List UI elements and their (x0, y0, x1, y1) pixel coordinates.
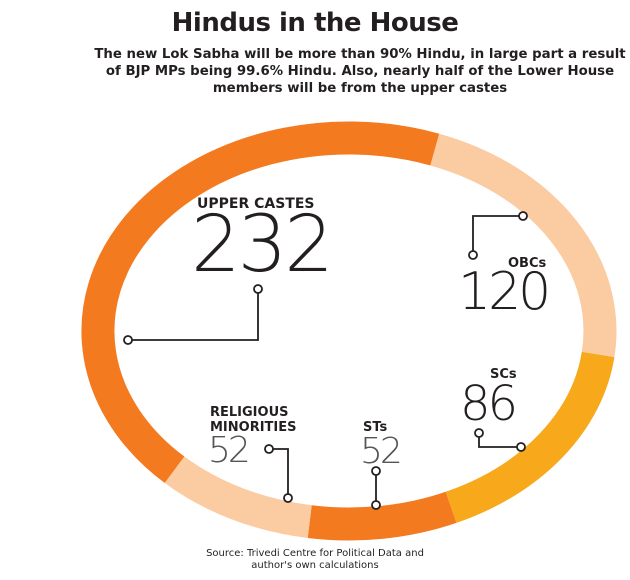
leader-dot (283, 493, 293, 503)
segment-sts (307, 491, 457, 541)
label-upper-castes: UPPER CASTES (197, 196, 315, 212)
label-sts: STs (363, 420, 388, 435)
segment-religious-minorities (164, 456, 312, 538)
value-upper-castes: 232 (191, 200, 334, 290)
value-sts: 52 (360, 431, 403, 472)
leader-dot (371, 466, 381, 476)
leader-dot (518, 211, 528, 221)
leader-dot (123, 335, 133, 345)
leader-scs (478, 434, 520, 448)
segment-obcs (430, 133, 617, 358)
chart-subtitle: The new Lok Sabha will be more than 90% … (94, 47, 626, 96)
segment-scs (445, 351, 615, 523)
label-scs: SCs (490, 367, 517, 382)
leader-obcs (472, 215, 522, 253)
label-obcs: OBCs (508, 256, 547, 271)
label-religious-minorities-line2: MINORITIES (210, 420, 297, 435)
label-religious-minorities-line1: RELIGIOUS (210, 405, 289, 420)
leader-upper-castes (128, 290, 259, 341)
segment-upper-castes (81, 121, 440, 484)
value-scs: 86 (460, 376, 518, 432)
leader-dot (253, 284, 263, 294)
leader-dot (468, 250, 478, 260)
leader-dot (371, 500, 381, 510)
value-religious-minorities: 52 (208, 430, 251, 471)
chart-title: Hindus in the House (171, 8, 459, 38)
leader-religious-minorities (272, 448, 289, 496)
source-line-2: author's own calculations (251, 560, 379, 571)
value-obcs: 120 (458, 262, 551, 322)
source-line-1: Source: Trivedi Centre for Political Dat… (206, 548, 424, 559)
leader-dot (474, 428, 484, 438)
leader-dot (264, 444, 274, 454)
leader-dot (516, 442, 526, 452)
source-note: Source: Trivedi Centre for Political Dat… (0, 548, 630, 572)
